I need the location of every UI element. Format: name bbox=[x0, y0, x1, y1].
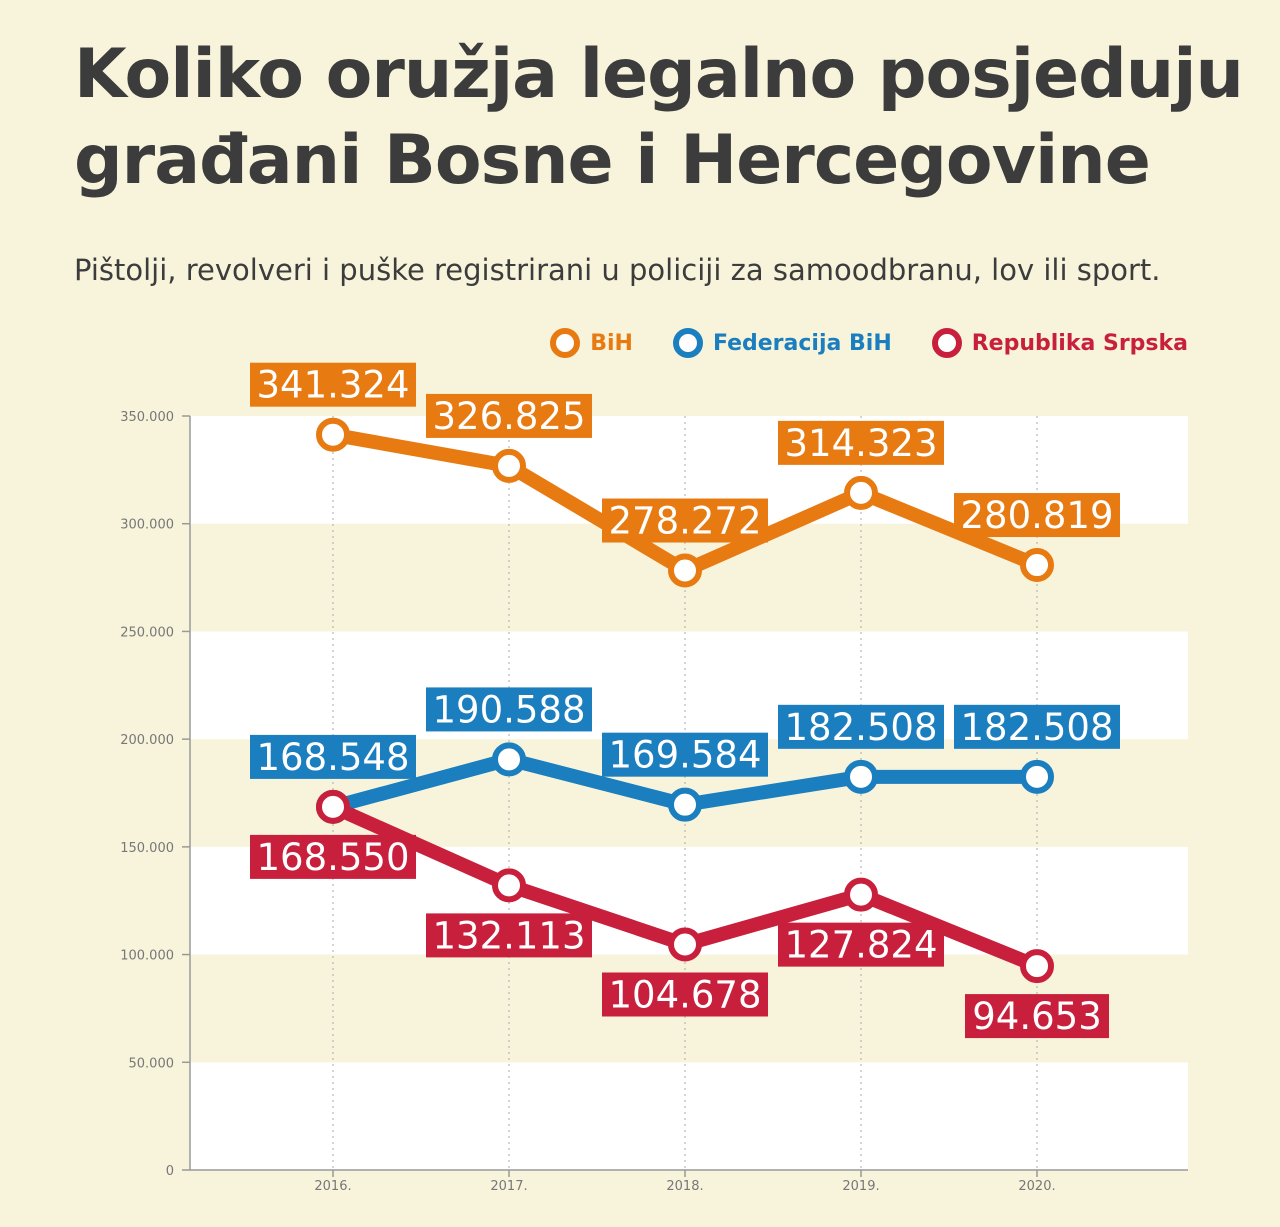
axes bbox=[189, 416, 1188, 1171]
data-label-federacija-bih: 182.508 bbox=[960, 706, 1113, 749]
legend-label-fbih: Federacija BiH bbox=[712, 330, 892, 356]
y-tick-label: 150.000 bbox=[120, 841, 174, 856]
y-tick-label: 50.000 bbox=[129, 1056, 175, 1071]
legend-marker-bih bbox=[550, 328, 581, 358]
legend-item-rs: Republika Srpska bbox=[931, 328, 1188, 358]
data-label-box-federacija-bih bbox=[954, 704, 1120, 749]
x-tick-label: 2020. bbox=[1018, 1179, 1055, 1194]
legend-label-rs: Republika Srpska bbox=[971, 330, 1188, 356]
data-label-box-federacija-bih bbox=[778, 704, 944, 749]
data-point-bih bbox=[492, 448, 526, 483]
data-label-box-bih bbox=[778, 420, 944, 465]
data-label-republika-srpska: 104.678 bbox=[608, 973, 761, 1016]
y-axis-ticks: 0 50.000 100.000 150.000 200.000 250.000 300.0… bbox=[120, 410, 190, 1179]
data-label-republika-srpska: 127.824 bbox=[784, 924, 937, 967]
data-label-box-bih bbox=[426, 393, 592, 438]
data-label-box-republika-srpska bbox=[250, 834, 416, 879]
data-point-bih bbox=[668, 553, 702, 588]
legend-marker-rs bbox=[931, 328, 962, 358]
x-tick-label: 2019. bbox=[842, 1179, 879, 1194]
background-band bbox=[190, 1062, 1188, 1170]
data-point-bih bbox=[316, 417, 350, 452]
data-label-box-bih bbox=[954, 493, 1120, 538]
y-tick-label: 100.000 bbox=[120, 949, 174, 964]
data-point-republika-srpska bbox=[668, 927, 702, 962]
data-label-republika-srpska: 94.653 bbox=[972, 995, 1101, 1038]
chart-legend: BiH Federacija BiH Republika Srpska bbox=[550, 328, 1188, 358]
data-label-bih: 314.323 bbox=[784, 422, 937, 465]
data-point-federacija-bih bbox=[844, 759, 878, 794]
data-label-federacija-bih: 168.548 bbox=[256, 736, 409, 779]
series-points bbox=[316, 417, 1054, 984]
data-label-box-republika-srpska bbox=[965, 994, 1109, 1039]
y-tick-label: 0 bbox=[166, 1164, 174, 1179]
data-point-bih bbox=[1020, 548, 1054, 583]
data-label-box-bih bbox=[250, 362, 416, 407]
data-label-bih: 341.324 bbox=[256, 364, 409, 407]
data-labels: 341.324 326.825 278.272 314.323 280.819 168.5… bbox=[250, 362, 1120, 1039]
data-label-box-republika-srpska bbox=[778, 922, 944, 967]
x-tick-label: 2018. bbox=[666, 1179, 703, 1194]
data-point-republika-srpska bbox=[1020, 949, 1054, 984]
data-point-republika-srpska bbox=[844, 877, 878, 912]
y-tick-label: 200.000 bbox=[120, 733, 174, 748]
data-label-box-federacija-bih bbox=[426, 687, 592, 732]
data-point-bih bbox=[844, 475, 878, 510]
data-point-republika-srpska bbox=[316, 789, 350, 824]
data-label-federacija-bih: 190.588 bbox=[432, 688, 585, 731]
data-label-federacija-bih: 182.508 bbox=[784, 706, 937, 749]
chart-subtitle: Pištolji, revolveri i puške registrirani… bbox=[74, 253, 1161, 287]
data-point-federacija-bih bbox=[1020, 759, 1054, 794]
data-label-republika-srpska: 132.113 bbox=[432, 914, 585, 957]
y-tick-label: 250.000 bbox=[120, 625, 174, 640]
x-tick-label: 2016. bbox=[314, 1179, 351, 1194]
y-tick-label: 350.000 bbox=[120, 410, 174, 425]
data-point-federacija-bih bbox=[668, 787, 702, 822]
data-label-box-republika-srpska bbox=[602, 972, 768, 1017]
legend-item-bih: BiH bbox=[550, 328, 633, 358]
data-label-box-republika-srpska bbox=[426, 913, 592, 958]
data-label-box-federacija-bih bbox=[602, 732, 768, 777]
data-label-republika-srpska: 168.550 bbox=[256, 836, 409, 879]
data-label-box-bih bbox=[602, 498, 768, 543]
y-tick-label: 300.000 bbox=[120, 518, 174, 533]
data-label-federacija-bih: 169.584 bbox=[608, 734, 761, 777]
chart-title: Koliko oružja legalno posjeduju građani … bbox=[74, 35, 1244, 200]
data-label-bih: 280.819 bbox=[960, 494, 1113, 537]
data-point-federacija-bih bbox=[492, 742, 526, 777]
legend-item-fbih: Federacija BiH bbox=[672, 328, 892, 358]
data-label-bih: 326.825 bbox=[432, 395, 585, 438]
legend-marker-fbih bbox=[672, 328, 703, 358]
legend-label-bih: BiH bbox=[590, 330, 633, 356]
data-label-box-federacija-bih bbox=[250, 734, 416, 779]
x-tick-label: 2017. bbox=[490, 1179, 527, 1194]
x-axis-ticks: 2016. 2017. 2018. 2019. 2020. bbox=[314, 1170, 1056, 1194]
data-label-bih: 278.272 bbox=[608, 500, 761, 543]
data-point-republika-srpska bbox=[492, 868, 526, 903]
